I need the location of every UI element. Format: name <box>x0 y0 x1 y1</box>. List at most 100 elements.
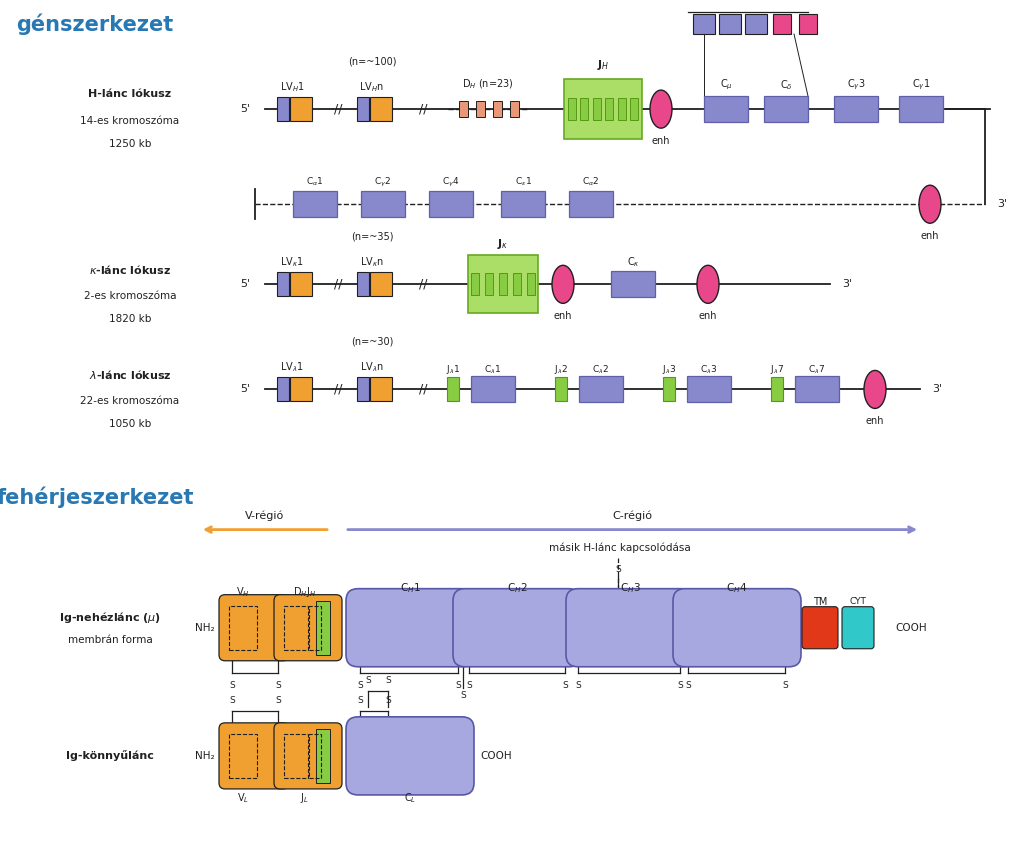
Text: C$_H$3: C$_H$3 <box>620 580 640 595</box>
Text: C$_\alpha$1: C$_\alpha$1 <box>306 176 324 189</box>
Ellipse shape <box>697 266 719 304</box>
Text: LV$_\kappa$n: LV$_\kappa$n <box>360 255 384 269</box>
Bar <box>357 97 369 121</box>
Bar <box>693 14 715 34</box>
Text: 22-es kromoszóma: 22-es kromoszóma <box>81 397 179 406</box>
Text: 1050 kb: 1050 kb <box>109 420 152 430</box>
Text: D$_H$ (n=23): D$_H$ (n=23) <box>462 77 514 91</box>
Text: LV$_\lambda$n: LV$_\lambda$n <box>360 360 384 374</box>
Text: S: S <box>229 681 234 689</box>
Bar <box>899 96 943 122</box>
Text: S: S <box>366 676 371 684</box>
Bar <box>471 273 479 295</box>
Text: S: S <box>615 565 621 574</box>
Bar <box>593 98 601 120</box>
Bar <box>569 191 613 217</box>
Text: C$_\lambda$1: C$_\lambda$1 <box>484 363 502 376</box>
FancyBboxPatch shape <box>274 595 342 661</box>
Text: 5': 5' <box>240 279 250 289</box>
Text: D$_H$J$_H$: D$_H$J$_H$ <box>293 585 315 599</box>
Text: S: S <box>357 681 362 689</box>
Text: LV$_\lambda$1: LV$_\lambda$1 <box>281 360 304 374</box>
Text: C$_\gamma$2: C$_\gamma$2 <box>375 176 391 189</box>
FancyBboxPatch shape <box>453 589 581 667</box>
Text: J$_\lambda$1: J$_\lambda$1 <box>445 363 460 376</box>
Text: génszerkezet: génszerkezet <box>16 14 174 35</box>
Text: 1250 kb: 1250 kb <box>109 139 152 149</box>
Text: //: // <box>334 383 342 396</box>
Text: enh: enh <box>865 416 885 426</box>
Ellipse shape <box>552 266 574 304</box>
Text: S: S <box>357 695 362 705</box>
Bar <box>764 96 808 122</box>
Text: S: S <box>562 681 568 689</box>
Bar <box>357 377 369 402</box>
Text: C$_\delta$: C$_\delta$ <box>779 78 793 92</box>
Bar <box>605 98 613 120</box>
Text: CYT: CYT <box>850 597 866 607</box>
Text: J$_H$: J$_H$ <box>597 58 609 72</box>
Text: //: // <box>419 277 427 291</box>
Text: 3': 3' <box>932 384 942 394</box>
Text: 2-es kromoszóma: 2-es kromoszóma <box>84 291 176 301</box>
Text: S: S <box>615 649 622 659</box>
Text: $\lambda$-lánc lókusz: $\lambda$-lánc lókusz <box>89 368 171 381</box>
Text: S: S <box>385 695 391 705</box>
Bar <box>293 191 337 217</box>
Text: S: S <box>782 681 787 689</box>
Text: C$_\gamma$3: C$_\gamma$3 <box>847 78 865 92</box>
Text: másik H-lánc kapcsolódása: másik H-lánc kapcsolódása <box>549 542 691 553</box>
Text: NH₂: NH₂ <box>196 751 215 761</box>
FancyBboxPatch shape <box>219 595 289 661</box>
Text: 5': 5' <box>240 384 250 394</box>
Text: J$_L$: J$_L$ <box>300 791 308 805</box>
Text: C$_\lambda$7: C$_\lambda$7 <box>808 363 825 376</box>
Text: C$_\gamma$1: C$_\gamma$1 <box>911 78 930 92</box>
Bar <box>447 377 459 402</box>
FancyBboxPatch shape <box>346 589 474 667</box>
Bar <box>309 606 321 650</box>
Bar <box>290 97 312 121</box>
Text: LV$_H$1: LV$_H$1 <box>280 80 304 94</box>
Bar <box>468 255 538 313</box>
Text: 1820 kb: 1820 kb <box>109 315 152 324</box>
Bar <box>705 96 748 122</box>
Bar <box>611 272 655 297</box>
Text: S: S <box>685 681 691 689</box>
Text: (n=~35): (n=~35) <box>351 231 393 241</box>
Bar <box>229 606 257 650</box>
Bar <box>357 272 369 296</box>
Bar <box>278 377 289 402</box>
Text: 14-es kromoszóma: 14-es kromoszóma <box>81 116 179 126</box>
Text: S: S <box>460 691 466 700</box>
Bar <box>459 102 468 117</box>
FancyBboxPatch shape <box>673 589 801 667</box>
Bar <box>499 273 507 295</box>
Text: C$_H$2: C$_H$2 <box>507 580 527 595</box>
Text: LV$_H$n: LV$_H$n <box>359 80 384 94</box>
Text: S: S <box>677 681 683 689</box>
Text: //: // <box>419 383 427 396</box>
Text: C-régió: C-régió <box>612 510 652 521</box>
Text: NH₂: NH₂ <box>196 623 215 633</box>
Bar <box>771 377 783 402</box>
Text: enh: enh <box>921 231 939 241</box>
Text: 3': 3' <box>842 279 852 289</box>
Bar <box>370 377 392 402</box>
Text: S: S <box>385 676 391 684</box>
FancyBboxPatch shape <box>566 589 694 667</box>
Text: C$_\kappa$: C$_\kappa$ <box>627 255 639 269</box>
Text: //: // <box>334 277 342 291</box>
Bar <box>773 14 791 34</box>
Bar <box>290 272 312 296</box>
Bar <box>501 191 545 217</box>
Bar <box>579 376 623 403</box>
Text: J$_\lambda$3: J$_\lambda$3 <box>662 363 676 376</box>
Bar <box>510 102 518 117</box>
Bar <box>229 733 257 778</box>
Bar <box>316 601 330 655</box>
Text: V-régió: V-régió <box>246 510 285 521</box>
FancyBboxPatch shape <box>346 717 474 795</box>
Bar <box>361 191 406 217</box>
Bar <box>555 377 567 402</box>
